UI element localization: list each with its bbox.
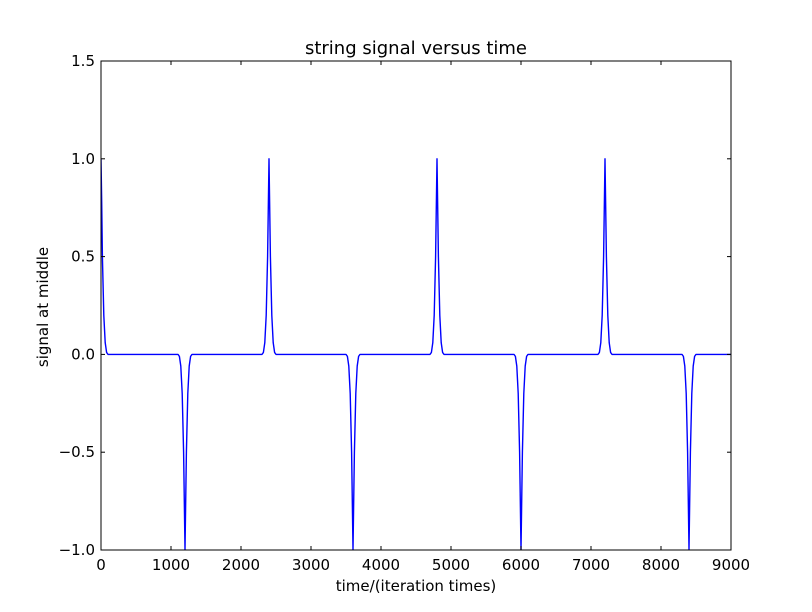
- x-tick-label: 6000: [502, 556, 540, 574]
- x-tick-label: 4000: [362, 556, 400, 574]
- x-tick-label: 3000: [292, 556, 330, 574]
- y-axis-label: signal at middle: [34, 247, 52, 367]
- x-tick-label: 0: [96, 556, 106, 574]
- x-axis-label: time/(iteration times): [336, 577, 497, 595]
- x-tick-label: 2000: [222, 556, 260, 574]
- plot-frame: [100, 60, 732, 551]
- y-tick-label: 0.0: [71, 345, 95, 363]
- y-tick-label: 1.5: [71, 52, 95, 70]
- x-tick-label: 8000: [642, 556, 680, 574]
- y-tick-label: −1.0: [59, 541, 95, 559]
- y-tick-label: −0.5: [59, 443, 95, 461]
- x-tick-label: 5000: [432, 556, 470, 574]
- y-tick-label: 0.5: [71, 248, 95, 266]
- chart-title: string signal versus time: [305, 38, 527, 59]
- x-tick-label: 7000: [572, 556, 610, 574]
- y-tick-label: 1.0: [71, 150, 95, 168]
- x-tick-label: 9000: [712, 556, 750, 574]
- x-tick-label: 1000: [152, 556, 190, 574]
- plot-area: 0 1000 2000 3000 4000 5000 6000 7000 8000 9000 −1.…: [59, 52, 751, 574]
- series-line-0: [101, 158, 731, 550]
